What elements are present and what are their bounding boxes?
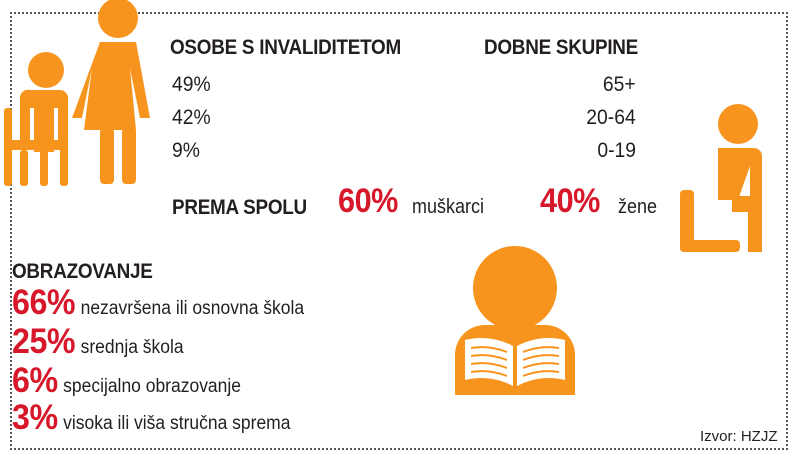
wheelchair-user-icon	[4, 52, 68, 186]
education-label: visoka ili viša stručna sprema	[63, 413, 291, 434]
education-percentage: 3%	[12, 398, 58, 437]
education-label: nezavršena ili osnovna škola	[80, 298, 305, 319]
disability-heading: OSOBE S INVALIDITETOM	[170, 36, 401, 59]
education-label: specijalno obrazovanje	[63, 376, 241, 397]
education-item: 25% srednja škola	[12, 322, 184, 362]
disability-value-1: 49%	[172, 73, 211, 96]
female-percentage: 40%	[540, 182, 600, 220]
age-group-value-3: 0-19	[597, 139, 636, 162]
age-group-value-2: 20-64	[586, 106, 636, 129]
female-label: žene	[618, 196, 658, 218]
gender-heading: PREMA SPOLU	[172, 196, 307, 219]
disability-value-2: 42%	[172, 106, 211, 129]
education-percentage: 25%	[12, 322, 76, 361]
male-label: muškarci	[412, 196, 485, 218]
education-item: 6% specijalno obrazovanje	[12, 361, 241, 401]
standing-woman-icon	[72, 0, 150, 184]
infographic-frame	[10, 12, 788, 450]
education-item: 3% visoka ili viša stručna sprema	[12, 398, 290, 438]
disability-value-3: 9%	[172, 139, 200, 162]
source-note: Izvor: HZJZ	[700, 428, 778, 445]
education-percentage: 66%	[12, 283, 76, 322]
education-label: srednja škola	[80, 337, 184, 358]
reading-person-icon	[455, 246, 575, 395]
education-heading: OBRAZOVANJE	[12, 260, 153, 283]
male-percentage: 60%	[338, 182, 398, 220]
age-group-value-1: 65+	[603, 73, 636, 96]
education-item: 66% nezavršena ili osnovna škola	[12, 283, 304, 323]
age-groups-heading: DOBNE SKUPINE	[484, 36, 639, 59]
seated-person-icon	[680, 104, 762, 252]
education-percentage: 6%	[12, 361, 58, 400]
